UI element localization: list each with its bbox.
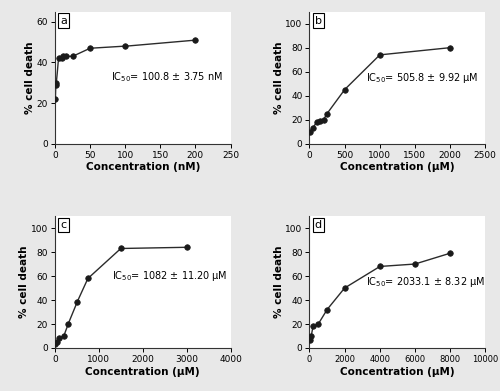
X-axis label: Concentration (μM): Concentration (μM) (86, 367, 200, 377)
Y-axis label: % cell death: % cell death (274, 41, 284, 114)
Text: d: d (315, 220, 322, 230)
Y-axis label: % cell death: % cell death (20, 246, 30, 318)
Y-axis label: % cell death: % cell death (25, 41, 35, 114)
X-axis label: Concentration (μM): Concentration (μM) (340, 162, 454, 172)
Y-axis label: % cell death: % cell death (274, 246, 284, 318)
Text: c: c (60, 220, 66, 230)
Text: IC$_{50}$= 2033.1 ± 8.32 μM: IC$_{50}$= 2033.1 ± 8.32 μM (366, 275, 484, 289)
Text: IC$_{50}$= 1082 ± 11.20 μM: IC$_{50}$= 1082 ± 11.20 μM (112, 269, 228, 283)
X-axis label: Concentration (μM): Concentration (μM) (340, 367, 454, 377)
Text: IC$_{50}$= 505.8 ± 9.92 μM: IC$_{50}$= 505.8 ± 9.92 μM (366, 71, 478, 85)
X-axis label: Concentration (nM): Concentration (nM) (86, 162, 200, 172)
Text: IC$_{50}$= 100.8 ± 3.75 nM: IC$_{50}$= 100.8 ± 3.75 nM (111, 70, 223, 84)
Text: b: b (315, 16, 322, 26)
Text: a: a (60, 16, 67, 26)
